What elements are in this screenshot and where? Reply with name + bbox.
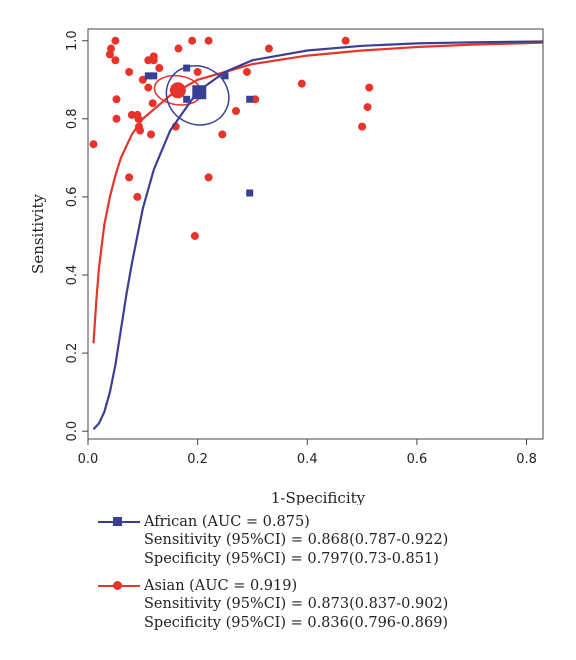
sroc-chart: 0.0 0.2 0.4 0.6 0.8 0.0 0.2 0.4 0.6 0.8 1.0 Sensi… bbox=[29, 28, 544, 505]
data-point-african bbox=[150, 72, 158, 80]
data-point-asian bbox=[125, 67, 134, 76]
data-point-asian bbox=[112, 114, 121, 123]
data-point-asian bbox=[149, 52, 158, 61]
x-axis-title: 1-Specificity bbox=[271, 489, 366, 505]
legend-label-african: African (AUC = 0.875) bbox=[144, 513, 310, 530]
data-point-asian bbox=[242, 67, 251, 76]
data-point-asian bbox=[127, 110, 136, 119]
data-point-asian bbox=[358, 122, 367, 131]
plot-area bbox=[89, 36, 544, 430]
legend-specificity-asian: Specificity (95%CI) = 0.836(0.796-0.869) bbox=[144, 615, 449, 631]
legend-swatch-african bbox=[98, 512, 140, 531]
x-tick-label: 0.2 bbox=[187, 452, 208, 467]
data-point-asian bbox=[204, 36, 213, 45]
data-point-asian bbox=[232, 107, 241, 115]
x-axis: 0.0 0.2 0.4 0.6 0.8 bbox=[78, 439, 537, 467]
circle-marker-icon bbox=[113, 581, 122, 590]
y-tick-label: 0.6 bbox=[65, 187, 80, 208]
data-point-asian bbox=[125, 173, 134, 182]
y-tick-label: 0.0 bbox=[65, 421, 80, 442]
summary-point-asian bbox=[169, 82, 186, 99]
data-point-asian bbox=[297, 79, 306, 88]
data-point-asian bbox=[107, 44, 116, 53]
legend: African (AUC = 0.875) Sensitivity (95%CI… bbox=[98, 512, 558, 633]
data-point-asian bbox=[204, 173, 213, 182]
confidence-region-african bbox=[165, 65, 230, 126]
data-point-asian bbox=[341, 36, 350, 45]
data-point-asian bbox=[365, 83, 374, 92]
data-point-african bbox=[246, 95, 254, 103]
data-point-asian bbox=[188, 36, 197, 45]
summary-point-african bbox=[192, 85, 207, 100]
data-point-african bbox=[144, 72, 152, 80]
x-tick-label: 0.0 bbox=[78, 452, 99, 467]
legend-entry-asian: Asian (AUC = 0.919) Sensitivity (95%CI) … bbox=[98, 576, 558, 633]
data-point-asian bbox=[111, 56, 120, 65]
data-point-asian bbox=[112, 95, 121, 104]
x-tick-label: 0.6 bbox=[407, 452, 428, 467]
data-point-asian bbox=[147, 130, 156, 139]
series-african bbox=[92, 40, 544, 430]
legend-entry-african: African (AUC = 0.875) Sensitivity (95%CI… bbox=[98, 512, 558, 569]
data-point-african bbox=[221, 72, 229, 80]
sroc-curve-asian bbox=[92, 41, 544, 344]
legend-sensitivity-african: Sensitivity (95%CI) = 0.868(0.787-0.922) bbox=[144, 532, 449, 548]
legend-sensitivity-asian: Sensitivity (95%CI) = 0.873(0.837-0.902) bbox=[144, 596, 449, 612]
legend-swatch-asian bbox=[98, 576, 140, 595]
legend-label-asian: Asian (AUC = 0.919) bbox=[144, 577, 298, 594]
data-point-african bbox=[183, 64, 191, 72]
y-axis-title: Sensitivity bbox=[29, 194, 47, 274]
series-asian bbox=[89, 36, 544, 344]
x-tick-label: 0.4 bbox=[297, 452, 318, 467]
data-point-asian bbox=[363, 103, 372, 112]
data-point-african bbox=[246, 189, 254, 197]
data-point-asian bbox=[155, 64, 164, 73]
data-point-asian bbox=[218, 130, 227, 139]
data-point-asian bbox=[89, 140, 98, 149]
data-point-asian bbox=[134, 114, 143, 123]
y-tick-label: 1.0 bbox=[65, 30, 80, 51]
y-tick-label: 0.4 bbox=[65, 265, 80, 286]
y-axis: 0.0 0.2 0.4 0.6 0.8 1.0 bbox=[65, 30, 88, 442]
data-point-asian bbox=[264, 44, 273, 53]
data-point-asian bbox=[133, 192, 142, 201]
legend-specificity-african: Specificity (95%CI) = 0.797(0.73-0.851) bbox=[144, 551, 439, 567]
data-point-asian bbox=[193, 67, 202, 76]
data-point-asian bbox=[190, 231, 199, 240]
plot-frame bbox=[87, 28, 544, 440]
y-tick-label: 0.8 bbox=[65, 108, 80, 129]
data-point-asian bbox=[144, 83, 153, 92]
y-tick-label: 0.2 bbox=[65, 343, 80, 364]
data-point-asian bbox=[148, 99, 157, 108]
x-tick-label: 0.8 bbox=[516, 452, 537, 467]
data-point-asian bbox=[136, 126, 145, 135]
data-point-asian bbox=[111, 36, 120, 45]
square-marker-icon bbox=[113, 517, 122, 526]
data-point-asian bbox=[174, 44, 183, 53]
sroc-curve-african bbox=[92, 40, 544, 430]
data-point-african bbox=[183, 95, 191, 103]
